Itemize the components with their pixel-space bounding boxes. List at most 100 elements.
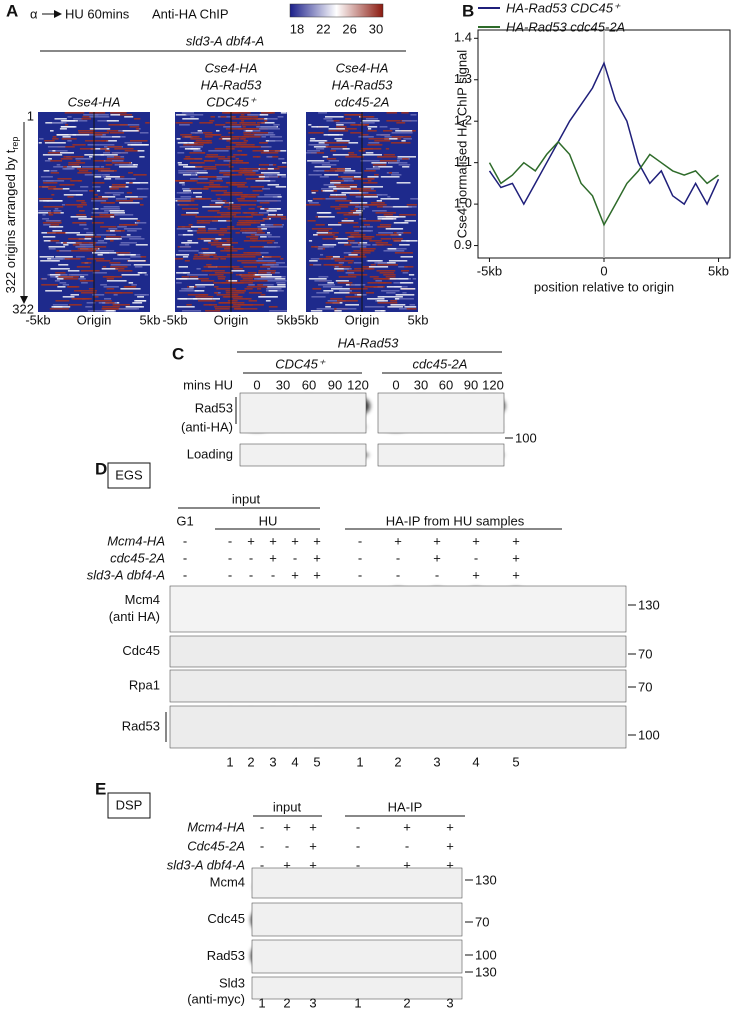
heatmap-cell bbox=[394, 240, 410, 242]
heatmap-cell bbox=[93, 194, 98, 196]
heatmap-cell bbox=[242, 212, 252, 214]
heatmap-cell bbox=[189, 142, 197, 144]
heatmap-cell bbox=[396, 122, 406, 124]
heatmap-cell bbox=[182, 256, 189, 258]
heatmap-cell bbox=[210, 200, 223, 202]
heatmap-cell bbox=[127, 144, 148, 146]
heatmap-cell bbox=[266, 156, 273, 158]
heatmap-cell bbox=[386, 248, 407, 250]
size-marker: 70 bbox=[475, 914, 489, 929]
heatmap-cell bbox=[124, 142, 136, 144]
heatmap-cell bbox=[76, 160, 81, 162]
heatmap-cell bbox=[243, 252, 256, 254]
heatmap-cell bbox=[329, 196, 347, 198]
heatmap-cell bbox=[103, 160, 124, 162]
lane-number: 3 bbox=[269, 754, 276, 769]
heatmap-cell bbox=[226, 254, 244, 256]
heatmap-cell bbox=[385, 228, 404, 230]
heatmap-cell bbox=[97, 254, 103, 256]
heatmap-cell bbox=[101, 140, 109, 142]
heatmap-cell bbox=[126, 234, 131, 236]
heatmap-cell bbox=[114, 214, 134, 216]
heatmap-cell bbox=[366, 226, 373, 228]
heatmap-cell bbox=[80, 186, 89, 188]
heatmap-cell bbox=[218, 266, 235, 268]
heatmap-cell bbox=[370, 264, 376, 266]
time: 90 bbox=[464, 377, 478, 392]
condition-sign: - bbox=[183, 550, 187, 565]
heatmap-cell bbox=[313, 198, 326, 200]
heatmap-cell bbox=[377, 226, 391, 228]
heatmap-cell bbox=[115, 198, 127, 200]
heatmap-cell bbox=[319, 258, 332, 260]
heatmap-cell bbox=[308, 124, 312, 126]
heatmap-cell bbox=[364, 196, 378, 198]
heatmap-cell bbox=[202, 206, 222, 208]
heatmap-cell bbox=[52, 304, 68, 306]
heatmap-cell bbox=[196, 230, 207, 232]
heatmap-cell bbox=[354, 268, 364, 270]
heatmap-cell bbox=[406, 240, 418, 242]
heatmap-cell bbox=[373, 278, 390, 280]
heatmap-cell bbox=[234, 136, 250, 138]
heatmap-cell bbox=[68, 164, 80, 166]
heatmap-cell bbox=[179, 146, 194, 148]
heatmap-cell bbox=[345, 272, 355, 274]
heatmap-cell bbox=[254, 134, 269, 136]
heatmap-cell bbox=[137, 272, 143, 274]
genotype: sld3-A dbf4-A bbox=[186, 33, 264, 48]
heatmap-cell bbox=[353, 262, 363, 264]
heatmap-cell bbox=[183, 142, 188, 144]
heatmap-cell bbox=[318, 276, 329, 278]
heatmap-cell bbox=[335, 122, 356, 124]
heatmap-cell bbox=[376, 200, 382, 202]
heatmap-cell bbox=[267, 286, 286, 288]
heatmap-cell bbox=[78, 170, 89, 172]
heatmap-cell bbox=[81, 202, 87, 204]
heatmap-cell bbox=[313, 146, 328, 148]
heatmap-cell bbox=[338, 262, 345, 264]
heatmap-cell bbox=[75, 242, 97, 244]
lane-number: 2 bbox=[403, 995, 410, 1010]
condition-sign: + bbox=[313, 550, 321, 565]
heatmap-cell bbox=[383, 214, 393, 216]
condition-sign: + bbox=[472, 567, 480, 582]
heatmap-cell bbox=[105, 236, 125, 238]
heatmap-cell bbox=[63, 242, 67, 244]
heatmap-cell bbox=[73, 118, 83, 120]
heatmap-cell bbox=[348, 142, 359, 144]
heatmap-cell bbox=[350, 124, 354, 126]
heatmap-cell bbox=[51, 258, 70, 260]
heatmap-cell bbox=[216, 178, 223, 180]
heatmap-cell bbox=[221, 282, 237, 284]
heatmap-cell bbox=[208, 156, 226, 158]
heatmap-cell bbox=[179, 246, 192, 248]
heatmap-cell bbox=[175, 180, 190, 182]
heatmap-cell bbox=[179, 192, 185, 194]
condition-label: Cdc45-2A bbox=[187, 838, 245, 853]
heatmap-cell bbox=[361, 154, 382, 156]
heatmap-cell bbox=[220, 256, 237, 258]
heatmap-cell bbox=[248, 300, 258, 302]
heatmap-cell bbox=[196, 222, 211, 224]
heatmap-cell bbox=[107, 146, 122, 148]
heatmap-x-label: -5kb bbox=[293, 312, 318, 327]
heatmap-cell bbox=[184, 180, 198, 182]
heatmap-cell bbox=[386, 172, 399, 174]
heatmap-cell bbox=[276, 282, 286, 284]
heatmap-cell bbox=[248, 208, 255, 210]
heatmap-cell bbox=[86, 302, 96, 304]
heatmap-cell bbox=[208, 242, 223, 244]
condition-sign: + bbox=[433, 550, 441, 565]
y-tick-label: 1.1 bbox=[454, 154, 472, 169]
heatmap-cell bbox=[262, 150, 281, 152]
heatmap-cell bbox=[325, 198, 347, 200]
heatmap-cell bbox=[345, 232, 360, 234]
heatmap-cell bbox=[217, 198, 221, 200]
heatmap-cell bbox=[331, 148, 342, 150]
heatmap-cell bbox=[193, 192, 202, 194]
condition-sign: - bbox=[183, 533, 187, 548]
heatmap-cell bbox=[100, 284, 107, 286]
heatmap-cell bbox=[180, 196, 192, 198]
heatmap-cell bbox=[258, 176, 269, 178]
